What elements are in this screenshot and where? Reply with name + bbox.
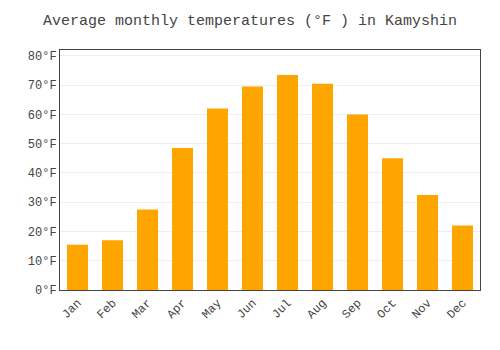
svg-text:May: May: [199, 297, 224, 322]
svg-text:0°F: 0°F: [35, 284, 57, 298]
svg-text:Feb: Feb: [94, 297, 119, 322]
svg-text:20°F: 20°F: [28, 226, 57, 240]
svg-text:Oct: Oct: [374, 297, 399, 322]
svg-text:Sep: Sep: [339, 297, 364, 322]
svg-text:40°F: 40°F: [28, 167, 57, 181]
svg-text:70°F: 70°F: [28, 79, 57, 93]
svg-text:Jan: Jan: [59, 297, 84, 322]
svg-text:Jul: Jul: [269, 297, 294, 322]
svg-text:Dec: Dec: [444, 297, 469, 322]
svg-text:80°F: 80°F: [28, 50, 57, 64]
svg-text:Average monthly temperatures (: Average monthly temperatures (°F ) in Ka…: [43, 13, 457, 30]
svg-text:30°F: 30°F: [28, 196, 57, 210]
svg-text:Mar: Mar: [129, 297, 154, 322]
svg-text:Apr: Apr: [164, 297, 189, 322]
svg-text:10°F: 10°F: [28, 255, 57, 269]
svg-text:Nov: Nov: [409, 297, 434, 322]
svg-text:Jun: Jun: [234, 297, 259, 322]
svg-text:60°F: 60°F: [28, 109, 57, 123]
svg-text:Aug: Aug: [304, 297, 329, 322]
svg-text:50°F: 50°F: [28, 138, 57, 152]
